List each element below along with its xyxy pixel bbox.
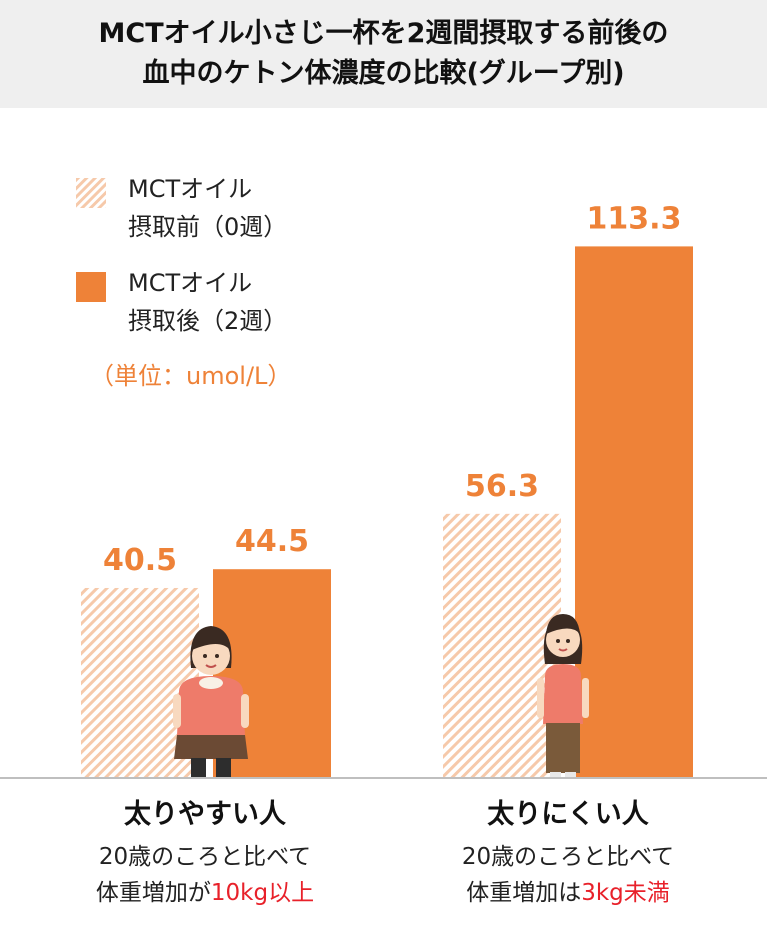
group-desc-left-line1: 20歳のころと比べて [98,844,312,870]
person-illustration-right [537,614,589,778]
unit-label: （単位：umol/L） [90,362,292,390]
legend-before-line2: 摂取前（0週） [128,213,288,241]
data-label-before-left: 40.5 [103,543,177,578]
group-desc-left-prefix: 体重増加が [95,880,211,906]
legend-swatch-before [76,178,106,208]
bar-after-right [575,246,693,779]
group-name-left: 太りやすい人 [124,799,286,830]
group-desc-right-prefix: 体重増加は [466,880,582,906]
person-illustration-left [173,626,249,778]
legend-after-line1: MCTオイル [128,269,253,297]
data-label-before-right: 56.3 [465,469,539,504]
chart-title-line1: MCTオイル小さじ一杯を2週間摂取する前後の [98,18,669,49]
legend-after-line2: 摂取後（2週） [128,307,288,335]
data-label-after-left: 44.5 [235,524,309,559]
legend-before-line1: MCTオイル [128,175,253,203]
group-desc-left-highlight: 10kg以上 [210,880,315,906]
legend-swatch-after [76,272,106,302]
data-label-after-right: 113.3 [587,201,682,236]
group-name-right: 太りにくい人 [487,799,649,830]
group-desc-right-line2: 体重増加は3kg未満 [378,876,758,910]
group-desc-right-line1: 20歳のころと比べて [461,844,675,870]
bar-before-right [443,513,561,778]
chart-title-line2: 血中のケトン体濃度の比較(グループ別) [142,58,625,89]
group-desc-left-line2: 体重増加が10kg以上 [15,876,395,910]
group-desc-right-highlight: 3kg未満 [581,880,670,906]
title-box: MCTオイル小さじ一杯を2週間摂取する前後の 血中のケトン体濃度の比較(グループ… [0,0,767,108]
